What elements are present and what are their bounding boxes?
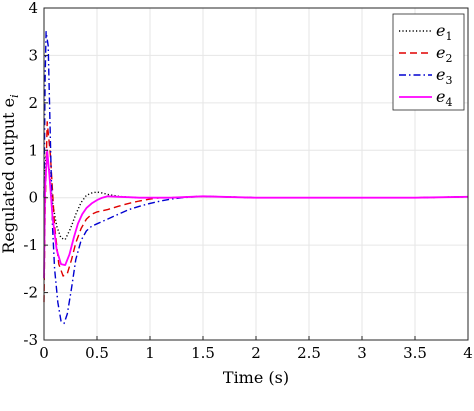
x-tick-label: 4 [463, 344, 473, 362]
x-axis-label: Time (s) [223, 368, 289, 387]
series-lines [43, 31, 469, 325]
legend-label-e4: e4 [436, 87, 452, 109]
x-tick-label: 1 [145, 344, 155, 362]
series-line-e4 [43, 149, 469, 279]
y-tick-label: -3 [23, 331, 38, 349]
y-tick-label: 1 [28, 141, 38, 159]
x-tick-label: 1.5 [191, 344, 215, 362]
y-tick-label: 4 [28, 0, 38, 17]
x-tick-label: 2 [251, 344, 261, 362]
legend-label-e1: e1 [436, 21, 452, 43]
y-axis-label-subscript: i [8, 94, 21, 98]
x-tick-label: 3 [357, 344, 367, 362]
legend-label-e2: e2 [436, 43, 452, 65]
legend-box [392, 13, 465, 111]
y-tick-label: -1 [23, 236, 38, 254]
y-tick-label: 0 [28, 189, 38, 207]
y-tick-label: 3 [28, 46, 38, 64]
x-tick-label: 2.5 [297, 344, 321, 362]
axis-ticks: 0 0.5 1 1.5 2 2.5 3 3.5 4 4 3 2 1 0 -1 -2 -3 [23, 0, 472, 362]
x-tick-label: 0 [39, 344, 49, 362]
x-tick-label: 0.5 [85, 344, 109, 362]
y-axis-label-main: Regulated output e [0, 98, 18, 254]
x-tick-label: 3.5 [403, 344, 427, 362]
y-axis-label: Regulated output ei [0, 94, 21, 253]
y-tick-label: -2 [23, 284, 38, 302]
legend-label-e3: e3 [436, 65, 452, 87]
y-tick-label: 2 [28, 94, 38, 112]
